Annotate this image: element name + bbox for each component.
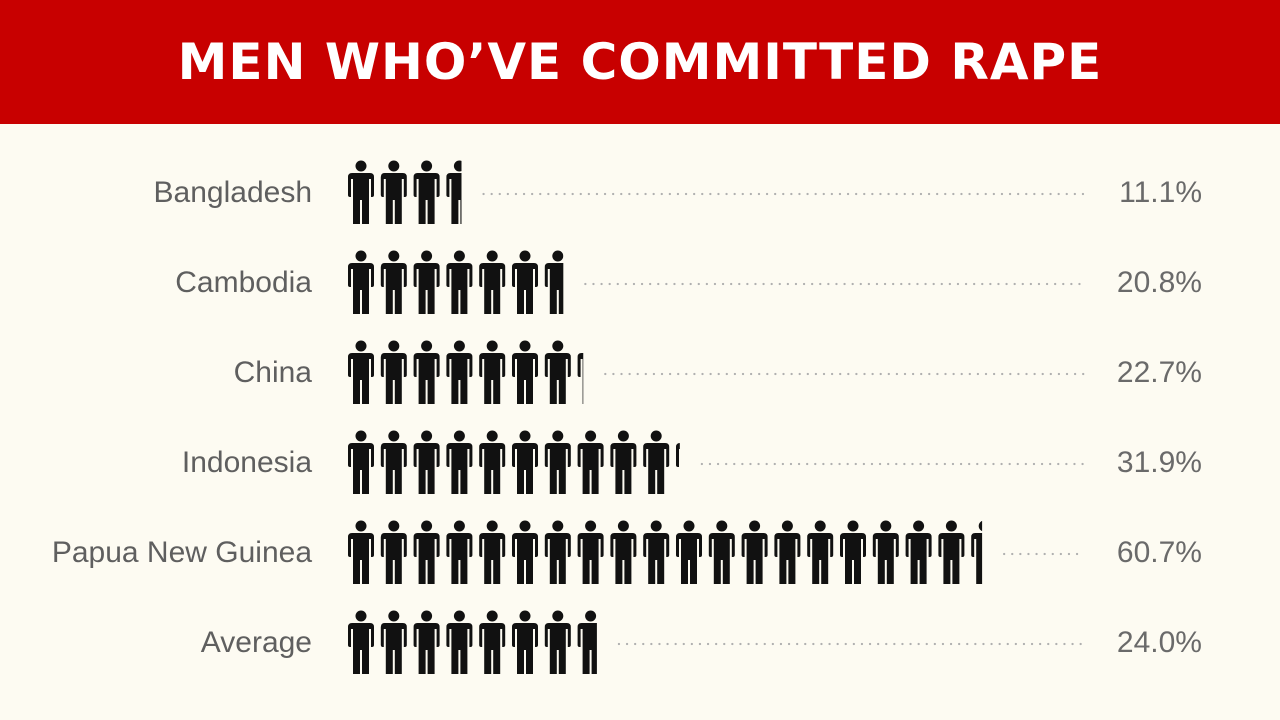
man-figure-icon	[413, 250, 440, 314]
value-label: 11.1%	[1119, 176, 1202, 209]
chart-row: Cambodia 20.8%	[175, 250, 1202, 314]
man-figure-icon	[577, 520, 604, 584]
man-figure-icon	[348, 340, 374, 404]
chart-row: China 22.7%	[234, 340, 1202, 404]
man-figure-icon	[741, 520, 768, 584]
category-label: Average	[201, 626, 312, 659]
man-figure-icon	[544, 250, 564, 314]
man-figure-icon	[676, 430, 680, 494]
man-figure-icon	[380, 430, 407, 494]
man-figure-icon	[348, 520, 374, 584]
man-figure-icon	[544, 430, 571, 494]
man-figure-icon	[413, 520, 440, 584]
man-figure-icon	[348, 250, 374, 314]
category-label: China	[234, 356, 313, 389]
man-figure-icon	[446, 610, 473, 674]
category-label: Papua New Guinea	[52, 536, 312, 569]
man-figure-icon	[512, 520, 538, 584]
man-figure-icon	[643, 520, 670, 584]
man-figure-icon	[413, 160, 440, 224]
page-title: MEN WHO’VE COMMITTED RAPE	[177, 33, 1103, 91]
man-figure-icon	[577, 430, 604, 494]
man-figure-icon	[479, 520, 506, 584]
man-figure-icon	[512, 250, 538, 314]
man-figure-icon	[544, 610, 571, 674]
man-figure-icon	[610, 520, 637, 584]
man-figure-icon	[348, 610, 374, 674]
man-figure-icon	[577, 610, 597, 674]
man-figure-icon	[872, 520, 899, 584]
man-figure-icon	[840, 520, 866, 584]
value-label: 20.8%	[1117, 266, 1202, 299]
man-figure-icon	[479, 610, 506, 674]
chart-row: Average 24.0%	[201, 610, 1202, 674]
man-figure-icon	[610, 430, 637, 494]
chart-row: Bangladesh 11.1%	[154, 160, 1202, 224]
icon-bar	[348, 520, 983, 584]
man-figure-icon	[512, 430, 538, 494]
man-figure-icon	[413, 340, 440, 404]
category-label: Indonesia	[182, 446, 312, 479]
category-label: Cambodia	[175, 266, 312, 299]
man-figure-icon	[380, 250, 407, 314]
title-banner: MEN WHO’VE COMMITTED RAPE	[0, 0, 1280, 124]
icon-bar	[348, 250, 564, 314]
man-figure-icon	[512, 610, 538, 674]
man-figure-icon	[348, 430, 374, 494]
icon-bar	[348, 610, 597, 674]
man-figure-icon	[544, 520, 571, 584]
chart-row: Indonesia 31.9%	[182, 430, 1202, 494]
icon-bar	[348, 430, 680, 494]
value-label: 24.0%	[1117, 626, 1202, 659]
man-figure-icon	[446, 520, 473, 584]
man-figure-icon	[413, 430, 440, 494]
man-figure-icon	[971, 520, 983, 584]
man-figure-icon	[380, 610, 407, 674]
man-figure-icon	[380, 340, 407, 404]
chart-row: Papua New Guinea 60.7%	[52, 520, 1202, 584]
value-label: 60.7%	[1117, 536, 1202, 569]
man-figure-icon	[544, 340, 571, 404]
man-figure-icon	[446, 160, 462, 224]
man-figure-icon	[577, 340, 584, 404]
man-figure-icon	[807, 520, 834, 584]
man-figure-icon	[479, 250, 506, 314]
man-figure-icon	[348, 160, 374, 224]
man-figure-icon	[380, 160, 407, 224]
value-label: 31.9%	[1117, 446, 1202, 479]
man-figure-icon	[938, 520, 965, 584]
man-figure-icon	[446, 250, 473, 314]
man-figure-icon	[708, 520, 735, 584]
man-figure-icon	[446, 430, 473, 494]
man-figure-icon	[380, 520, 407, 584]
man-figure-icon	[413, 610, 440, 674]
man-figure-icon	[479, 430, 506, 494]
man-figure-icon	[643, 430, 670, 494]
man-figure-icon	[676, 520, 702, 584]
icon-bar	[348, 340, 584, 404]
icon-bar	[348, 160, 462, 224]
man-figure-icon	[512, 340, 538, 404]
man-figure-icon	[446, 340, 473, 404]
man-figure-icon	[479, 340, 506, 404]
man-figure-icon	[774, 520, 801, 584]
value-label: 22.7%	[1117, 356, 1202, 389]
pictogram-chart: Bangladesh 11.1% Cambodia 20.8% China 22.7% In…	[52, 160, 1202, 674]
man-figure-icon	[905, 520, 932, 584]
category-label: Bangladesh	[154, 176, 312, 209]
